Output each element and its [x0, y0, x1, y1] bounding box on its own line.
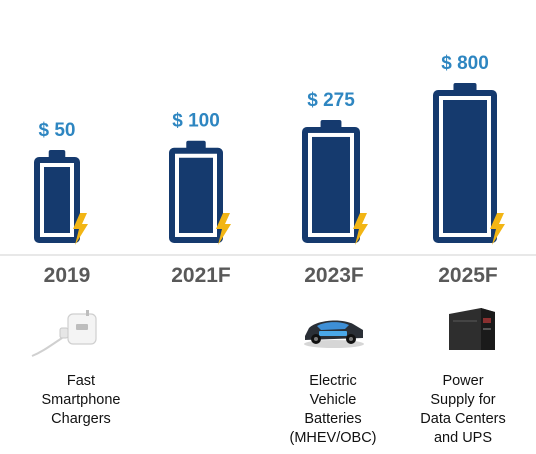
year-label-2019: 2019: [43, 264, 91, 287]
lightning-bolt-icon: [353, 213, 368, 245]
electric-car-icon: [304, 320, 364, 348]
value-label-2025f: $ 800: [441, 53, 489, 74]
battery-terminal-2023f: [320, 119, 342, 129]
value-label-2021f: $ 100: [172, 111, 220, 132]
year-label-2021f: 2021F: [171, 264, 231, 287]
battery-fill-2023f: [312, 136, 350, 233]
battery-fill-2021f: [179, 157, 213, 233]
battery-terminal-2025f: [453, 83, 477, 92]
lightning-bolt-icon: [216, 213, 231, 245]
year-label-2023f: 2023F: [304, 264, 364, 287]
axis-divider: [0, 254, 536, 256]
usb-charger-icon: [31, 310, 97, 357]
battery-fill-2025f: [443, 100, 487, 233]
lightning-bolt-icon: [490, 213, 505, 245]
value-label-2019: $ 50: [39, 120, 76, 141]
ups-power-supply-icon: [449, 308, 495, 350]
lightning-bolt-icon: [73, 213, 88, 245]
battery-fill-2019: [44, 167, 70, 233]
battery-terminal-2019: [48, 150, 66, 159]
description-2019: Fast Smartphone Chargers: [41, 373, 121, 427]
battery-terminal-2021f: [186, 140, 206, 150]
value-label-2023f: $ 275: [307, 90, 355, 111]
description-2023f: Electric Vehicle Batteries (MHEV/OBC): [289, 373, 377, 446]
year-label-2025f: 2025F: [438, 264, 498, 287]
description-2025f: Power Supply for Data Centers and UPS: [420, 373, 506, 446]
